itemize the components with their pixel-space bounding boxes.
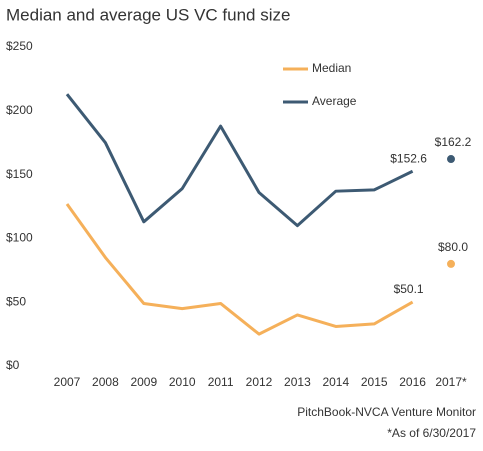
x-tick-label: 2010 bbox=[169, 375, 196, 389]
data-label: $80.0 bbox=[438, 240, 468, 254]
x-tick-label: 2017* bbox=[435, 375, 467, 389]
data-label: $152.6 bbox=[390, 151, 427, 165]
chart-title: Median and average US VC fund size bbox=[6, 5, 290, 24]
y-tick-label: $150 bbox=[6, 167, 33, 181]
data-label: $162.2 bbox=[435, 135, 472, 149]
x-tick-label: 2008 bbox=[92, 375, 119, 389]
source: PitchBook-NVCA Venture Monitor bbox=[297, 405, 476, 419]
x-tick-label: 2013 bbox=[284, 375, 311, 389]
y-tick-label: $100 bbox=[6, 231, 33, 245]
x-tick-label: 2009 bbox=[130, 375, 157, 389]
x-tick-label: 2012 bbox=[246, 375, 273, 389]
legend-label: Average bbox=[312, 94, 357, 108]
footnote: *As of 6/30/2017 bbox=[387, 426, 476, 440]
x-tick-label: 2011 bbox=[208, 375, 234, 389]
y-tick-label: $0 bbox=[6, 358, 20, 372]
x-tick-label: 2015 bbox=[361, 375, 388, 389]
series-line bbox=[65, 203, 414, 336]
x-tick-label: 2014 bbox=[322, 375, 349, 389]
x-tick-label: 2007 bbox=[54, 375, 81, 389]
y-tick-label: $50 bbox=[6, 294, 26, 308]
series-line bbox=[65, 93, 414, 228]
point bbox=[447, 155, 455, 164]
legend-label: Median bbox=[312, 61, 351, 75]
x-tick-label: 2016 bbox=[399, 375, 426, 389]
point bbox=[447, 259, 455, 268]
data-label: $50.1 bbox=[394, 282, 424, 296]
y-tick-label: $200 bbox=[6, 103, 33, 117]
y-tick-label: $250 bbox=[6, 39, 33, 53]
